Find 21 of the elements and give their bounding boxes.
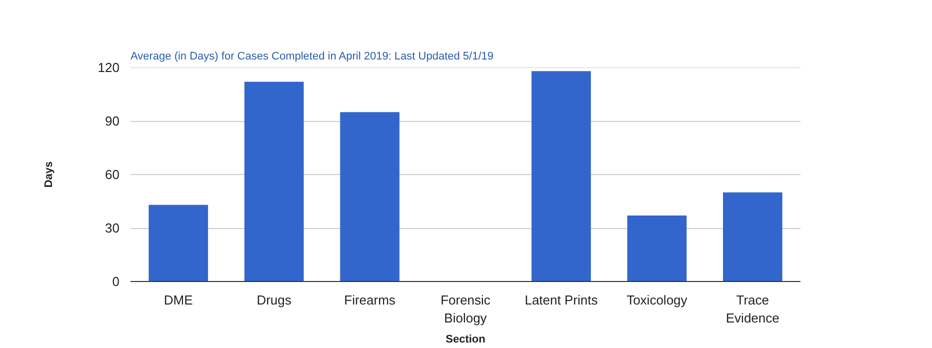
y-tick-label: 120	[98, 60, 120, 75]
x-tick-label: DME	[164, 292, 194, 308]
bar	[244, 82, 304, 282]
x-tick-label: Drugs	[256, 292, 292, 308]
bar	[627, 216, 687, 282]
x-tick-label: Forensic Biology	[440, 292, 491, 326]
bar	[340, 112, 400, 282]
bar	[532, 71, 591, 282]
bar	[148, 204, 208, 282]
x-axis-title: Section	[446, 334, 486, 346]
y-tick-label: 60	[105, 167, 120, 182]
x-tick-label: Toxicology	[626, 292, 688, 308]
x-tick-label: Firearms	[344, 292, 396, 308]
x-tick-label: Latent Prints	[524, 292, 598, 308]
bar	[722, 192, 782, 282]
y-tick-label: 90	[105, 114, 120, 128]
y-tick-label: 0	[112, 274, 120, 289]
y-tick-label: 30	[105, 220, 120, 236]
x-tick-label: Trace Evidence	[726, 292, 780, 326]
chart-title: Average (in Days) for Cases Completed in April 2019: Last Updated 5/1/19	[130, 50, 494, 62]
y-axis-title: Days	[42, 161, 55, 188]
